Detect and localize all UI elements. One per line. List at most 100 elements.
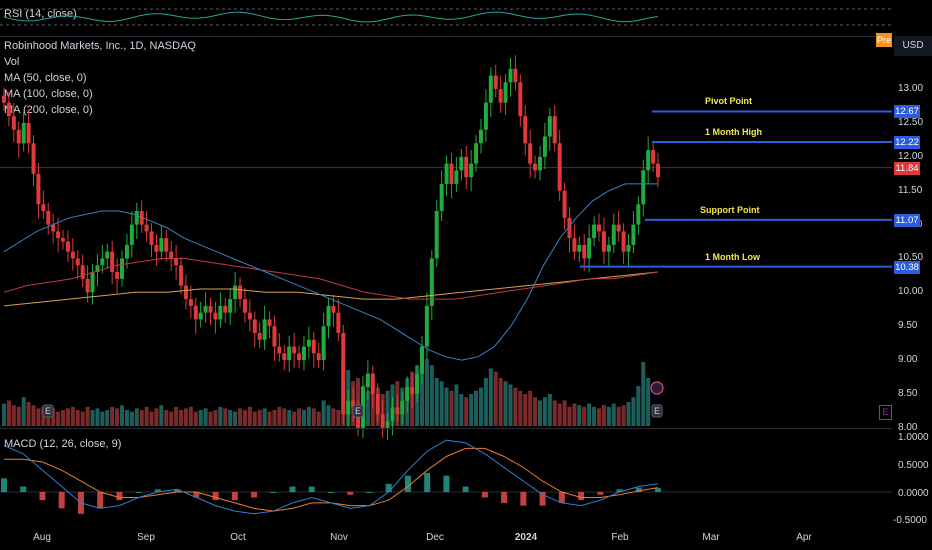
legend-ma50[interactable]: MA (50, close, 0) — [4, 72, 87, 84]
x-tick: Oct — [230, 532, 246, 543]
candle-body — [306, 339, 311, 347]
volume-bar — [606, 406, 611, 426]
candle-body — [115, 272, 120, 279]
volume-bar — [454, 384, 459, 426]
candle-body — [616, 224, 621, 232]
candle-body — [646, 150, 651, 171]
volume-bar — [449, 390, 454, 426]
candle-body — [326, 305, 331, 327]
volume-bar — [80, 411, 85, 426]
earnings-icon-label: E — [355, 406, 361, 416]
volume-bar — [547, 394, 552, 426]
macd-histogram-bar — [578, 492, 585, 501]
volume-bar — [149, 411, 154, 426]
volume-bar — [262, 408, 267, 426]
candle-body — [415, 373, 420, 394]
candle-body — [547, 116, 552, 137]
candle-body — [31, 143, 36, 174]
volume-bar — [188, 406, 193, 426]
volume-bar — [31, 405, 36, 426]
volume-bar — [572, 403, 577, 426]
volume-bar — [85, 406, 90, 426]
legend-ma200[interactable]: MA (200, close, 0) — [4, 104, 93, 116]
e-marker-icon[interactable]: E — [879, 405, 892, 420]
volume-bar — [483, 378, 488, 426]
candle-body — [183, 285, 188, 300]
premarket-badge[interactable]: Pre — [876, 33, 892, 47]
candle-body — [149, 231, 154, 245]
candle-body — [110, 251, 115, 273]
x-tick: Feb — [611, 532, 629, 543]
macd-histogram-bar — [655, 488, 661, 492]
volume-bar — [301, 410, 306, 426]
candle-body — [400, 400, 405, 415]
annotation-month-high[interactable]: 1 Month High — [705, 126, 762, 137]
candle-body — [405, 387, 410, 401]
candle-body — [341, 332, 346, 415]
y-tick: 12.00 — [898, 150, 924, 162]
candle-body — [508, 68, 513, 83]
volume-bar — [365, 390, 370, 426]
earnings-icon — [42, 404, 54, 418]
volume-bar — [56, 411, 61, 426]
candle-body — [26, 122, 31, 144]
candle-body — [51, 224, 56, 232]
legend-ma100[interactable]: MA (100, close, 0) — [4, 88, 93, 100]
volume-bar — [557, 403, 562, 426]
volume-bar — [213, 410, 218, 426]
candle-body — [41, 204, 46, 212]
volume-bar — [562, 400, 567, 426]
candle-body — [144, 224, 149, 232]
volume-bar — [124, 410, 129, 426]
annotation-month-low[interactable]: 1 Month Low — [705, 251, 760, 262]
rsi-line — [3, 11, 659, 23]
volume-bar — [282, 408, 287, 426]
candle-body — [272, 326, 277, 347]
candle-body — [208, 305, 213, 313]
candle-body — [611, 224, 616, 245]
macd-histogram-bar — [520, 492, 527, 506]
volume-bar — [537, 400, 542, 426]
level-tag-support: 11.07 — [894, 213, 920, 227]
y-tick: 11.50 — [898, 184, 923, 196]
currency-button[interactable]: USD — [894, 36, 932, 56]
annotation-pivot-point[interactable]: Pivot Point — [705, 96, 752, 107]
y-tick: 10.00 — [898, 286, 924, 298]
volume-bar — [164, 410, 169, 426]
candle-body — [621, 231, 626, 252]
candle-body — [11, 116, 16, 130]
split-icon — [650, 381, 664, 395]
volume-bar — [513, 387, 518, 426]
candle-body — [419, 346, 424, 374]
legend-vol[interactable]: Vol — [4, 56, 20, 68]
candle-body — [429, 258, 434, 306]
annotation-support-point[interactable]: Support Point — [700, 204, 760, 215]
candle-body — [542, 136, 547, 157]
volume-bar — [159, 405, 164, 426]
macd-histogram-bar — [616, 489, 623, 492]
y-tick: 8.00 — [898, 421, 918, 433]
candle-body — [459, 156, 464, 171]
volume-bar — [247, 406, 252, 426]
candle-body — [95, 265, 100, 273]
volume-bar — [203, 408, 208, 426]
candle-body — [454, 170, 459, 184]
candle-body — [424, 305, 429, 347]
macd-y-tick: -0.5000 — [893, 515, 927, 526]
candle-body — [277, 346, 282, 354]
volume-bar — [134, 408, 139, 426]
macd-histogram-bar — [481, 492, 488, 498]
volume-bar — [636, 386, 641, 426]
volume-bar — [252, 411, 257, 426]
y-tick: 13.00 — [898, 83, 924, 95]
volume-bar — [336, 410, 341, 426]
x-tick: Sep — [137, 532, 155, 543]
y-tick: 10.50 — [898, 252, 924, 264]
macd-histogram-bar — [424, 472, 431, 492]
macd-histogram-bar — [231, 492, 238, 501]
macd-histogram-bar — [135, 492, 142, 493]
volume-bar — [287, 410, 292, 426]
candle-body — [213, 312, 218, 320]
macd-histogram-bar — [39, 492, 46, 501]
